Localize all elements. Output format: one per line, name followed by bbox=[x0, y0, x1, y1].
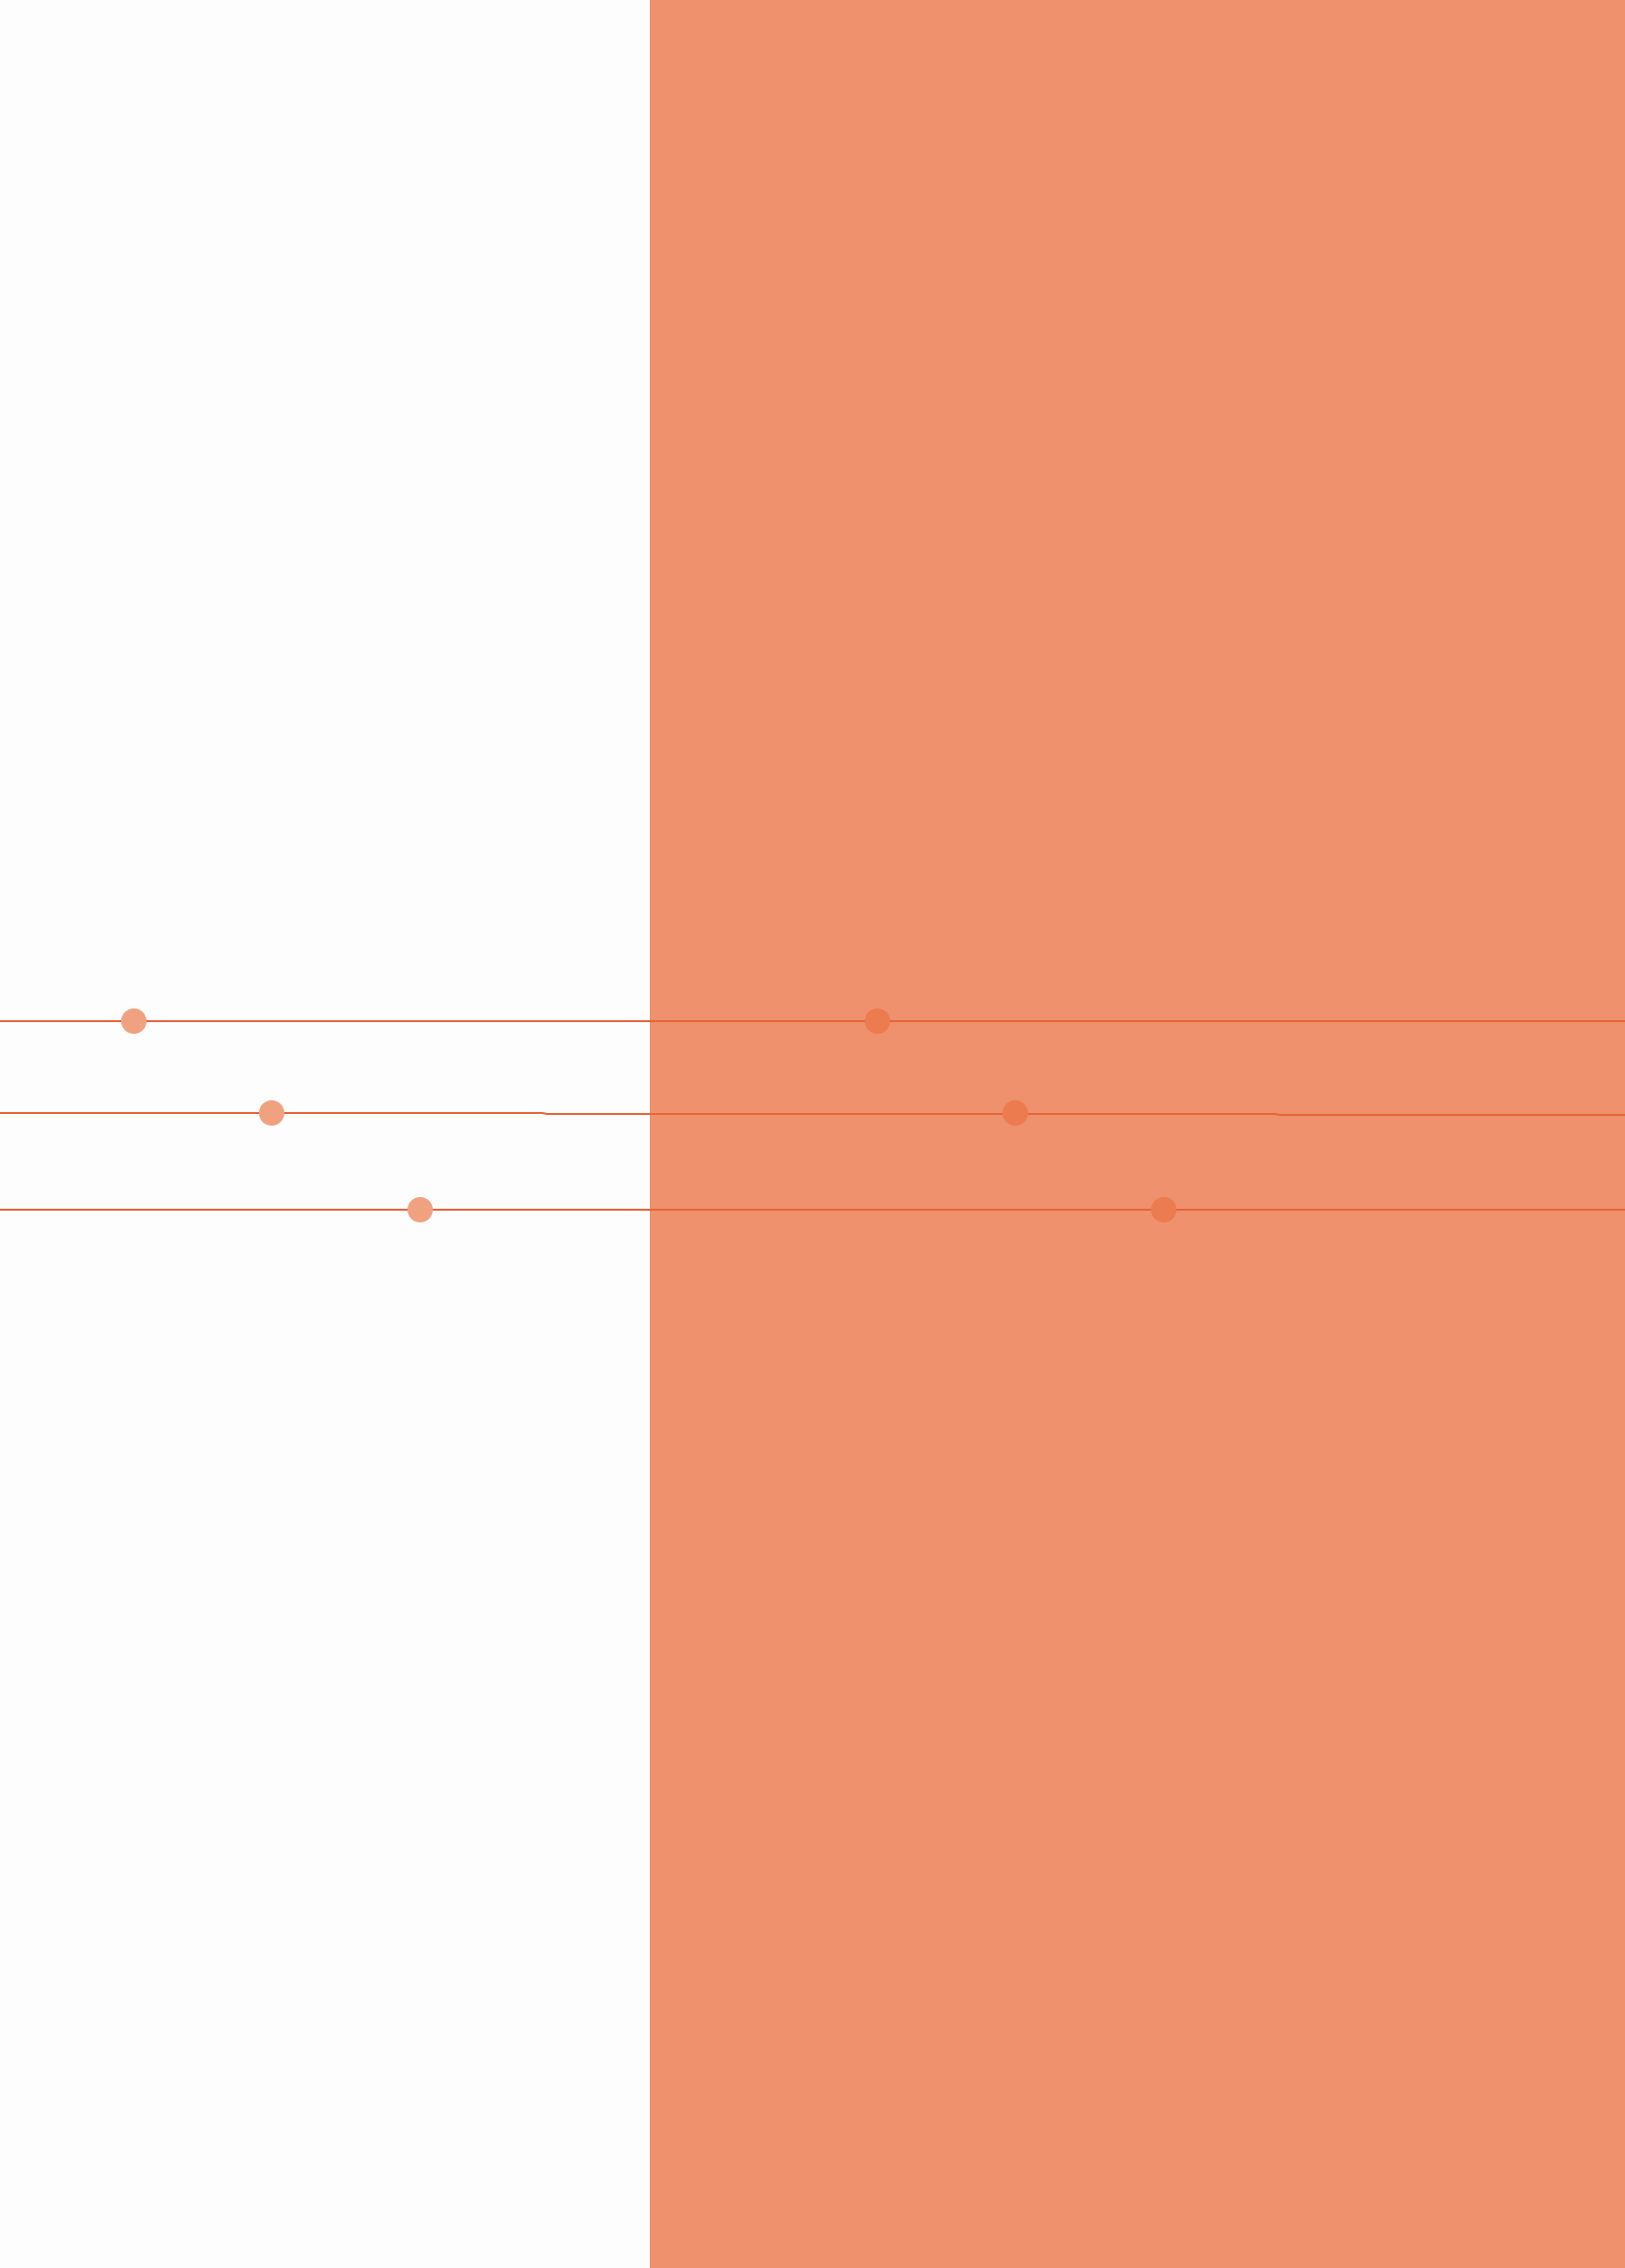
orange-panel bbox=[650, 0, 1625, 2268]
dot-middle-left bbox=[259, 1100, 284, 1126]
dot-bottom-right bbox=[1151, 1197, 1176, 1222]
dot-top-left bbox=[121, 1008, 147, 1034]
dot-middle-right bbox=[1003, 1100, 1028, 1126]
dot-top-right bbox=[865, 1008, 890, 1034]
dot-bottom-left bbox=[407, 1197, 433, 1222]
white-panel bbox=[0, 0, 650, 2268]
horizontal-line-middle bbox=[0, 1112, 1625, 1116]
